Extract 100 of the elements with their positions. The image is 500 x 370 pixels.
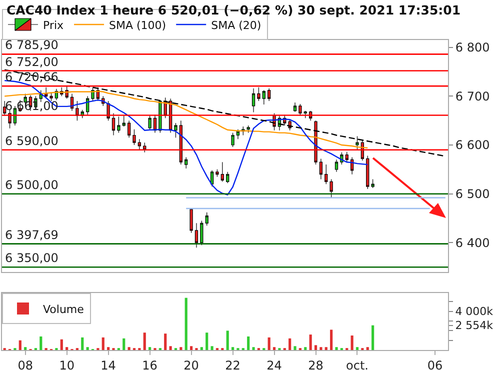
candlestick (190, 208, 193, 234)
bar (148, 347, 152, 350)
candlestick (371, 178, 374, 188)
candlestick (330, 178, 333, 198)
line-series (4, 90, 368, 149)
bar (143, 332, 146, 350)
x-tick-label: 06 (427, 358, 443, 370)
bar (164, 334, 167, 350)
candlestick (262, 90, 266, 105)
bar (356, 347, 359, 350)
candlestick (345, 152, 348, 162)
legend-label: SMA (20) (211, 18, 262, 32)
candlestick (319, 158, 323, 180)
candlestick (252, 88, 256, 113)
candlestick (268, 88, 271, 102)
bar (366, 347, 369, 350)
bar (372, 325, 374, 350)
candlestick (132, 129, 136, 146)
bar (86, 347, 89, 350)
y-tick-label: 2 554k (455, 319, 494, 332)
bar (324, 347, 328, 350)
bar (206, 332, 208, 350)
legend-label: Volume (43, 302, 84, 316)
bar (128, 347, 130, 350)
bar (226, 330, 229, 350)
y-tick-label: 6 700 (455, 89, 490, 104)
candlestick (127, 120, 131, 138)
candlestick (122, 115, 126, 127)
bar (102, 337, 104, 350)
bar (190, 346, 193, 350)
candlestick (350, 156, 354, 175)
candlestick (117, 116, 120, 134)
chart-title: CAC40 Index 1 heure 6 520,01 (−0,62 %) 30 sept. 2021 17:35:01 (6, 2, 461, 18)
bar (252, 347, 255, 350)
candlestick (70, 93, 74, 112)
x-tick-label: 24 (266, 358, 282, 370)
candlestick (50, 92, 53, 102)
bar (272, 347, 276, 350)
bar (320, 347, 322, 350)
bar (335, 347, 338, 350)
candlestick (324, 164, 328, 184)
x-tick-label: oct. (346, 358, 368, 370)
y-tick-label: 6 500 (455, 187, 490, 202)
bar (309, 334, 312, 350)
bar (314, 345, 318, 350)
bar (350, 336, 354, 350)
candlestick (246, 125, 250, 134)
y-tick-label: 6 600 (455, 138, 490, 152)
x-tick-label: 14 (100, 358, 116, 370)
bar (294, 346, 296, 350)
x-tick-label: 22 (225, 358, 240, 370)
candlestick (174, 122, 178, 138)
y-tick-label: 4 000k (455, 305, 494, 318)
y-tick-label: 6 800 (455, 40, 490, 55)
bar (66, 347, 68, 350)
candlestick (153, 114, 157, 134)
candlestick (3, 100, 6, 116)
candlestick (220, 162, 224, 182)
x-tick-label: 08 (18, 358, 33, 370)
ref-line-label: 6 397,69 (5, 228, 58, 242)
candlestick (356, 136, 359, 150)
ref-line-label: 6 752,00 (5, 55, 58, 69)
candlestick (293, 102, 297, 112)
bar (81, 337, 84, 350)
candlestick (205, 212, 208, 226)
bar (330, 330, 333, 350)
candlestick (148, 115, 152, 131)
bar (210, 346, 214, 350)
bar (268, 337, 270, 350)
candlestick (86, 96, 90, 116)
candlestick (210, 170, 214, 187)
bar (288, 338, 292, 350)
candlestick (13, 106, 17, 126)
ref-line-label: 6 350,00 (5, 251, 58, 265)
candlestick (257, 87, 260, 102)
bar (18, 340, 22, 350)
candlestick (366, 155, 370, 190)
bar (107, 347, 110, 350)
candlestick (76, 100, 79, 121)
bar (122, 338, 126, 350)
x-tick-label: 16 (142, 358, 158, 370)
candlestick (184, 156, 188, 169)
legend-label: Prix (43, 18, 64, 32)
candlestick (138, 138, 141, 150)
candlestick (334, 159, 338, 172)
bar (304, 347, 307, 350)
x-tick-label: 10 (59, 358, 74, 370)
bar (184, 298, 188, 350)
ref-line-label: 6 590,00 (5, 134, 58, 148)
x-tick-label: 28 (308, 358, 324, 370)
bar (180, 347, 182, 350)
y-tick-label: 6 400 (455, 236, 490, 250)
bar (24, 347, 27, 350)
bar (169, 346, 172, 350)
candlestick (298, 104, 302, 116)
bar (40, 336, 42, 350)
bar (247, 336, 250, 350)
candlestick (194, 222, 198, 248)
candlestick (226, 172, 230, 184)
bar (60, 339, 63, 350)
